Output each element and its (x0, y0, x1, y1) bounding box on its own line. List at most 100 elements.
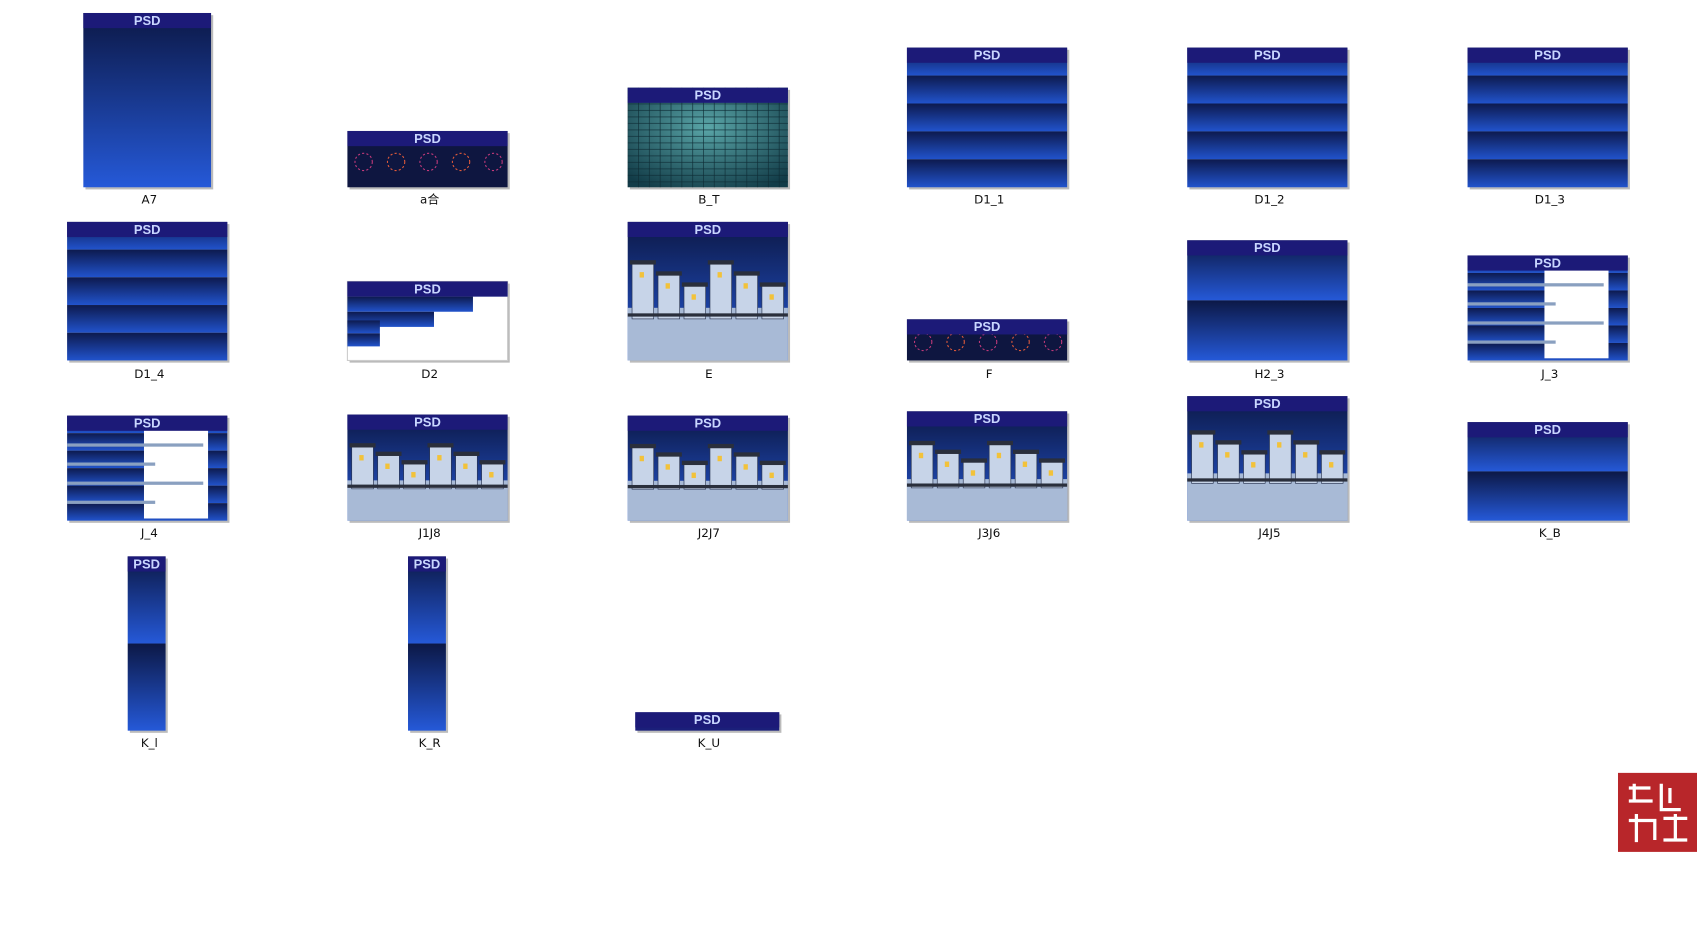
file-item[interactable]: PSD K_l (127, 556, 168, 750)
roof (375, 451, 402, 456)
window (639, 272, 644, 278)
file-item[interactable]: PSD J1J8 (347, 414, 510, 540)
house (709, 263, 732, 320)
badge-bg (1467, 255, 1628, 271)
window (691, 472, 696, 479)
psd-badge: PSD (694, 416, 721, 431)
badge-bg (347, 414, 508, 430)
file-name: J3J6 (977, 526, 1000, 540)
roof (733, 271, 760, 276)
file-item[interactable]: PSD K_U (635, 712, 782, 750)
house (631, 263, 655, 320)
file-item[interactable]: PSD J2J7 (627, 416, 791, 540)
window (691, 294, 696, 300)
file-item[interactable]: PSD D1_3 (1467, 48, 1630, 207)
file-name: H2_3 (1254, 367, 1284, 381)
stripe (1467, 159, 1628, 188)
file-item[interactable]: PSD J_4 (67, 416, 230, 540)
thumb-bg (408, 643, 446, 731)
badge-bg (635, 712, 780, 728)
file-item[interactable]: PSD K_R (408, 556, 449, 750)
eave (1187, 478, 1348, 482)
window (665, 283, 670, 289)
badge-bg (627, 87, 788, 103)
house (377, 454, 400, 490)
file-item[interactable]: PSD B_T (627, 87, 791, 207)
ledge (1467, 283, 1604, 287)
window (665, 464, 670, 470)
window (385, 463, 390, 469)
watermark (1617, 772, 1697, 852)
house (657, 455, 680, 490)
psd-badge: PSD (133, 556, 160, 571)
stripe (1187, 131, 1348, 160)
roof (629, 260, 656, 265)
stripe (67, 332, 228, 361)
house (988, 443, 1012, 489)
house (910, 443, 934, 489)
ledge (67, 481, 204, 485)
badge-bg (906, 411, 1068, 427)
window (1048, 470, 1054, 476)
bar (347, 333, 380, 347)
file-name: E (705, 367, 713, 381)
psd-badge: PSD (414, 556, 441, 571)
ledge (67, 443, 204, 447)
badge-bg (127, 556, 166, 572)
file-item[interactable]: PSD K_B (1467, 422, 1630, 540)
file-item[interactable]: PSD J_3 (1467, 255, 1630, 381)
psd-badge: PSD (1254, 240, 1281, 255)
file-item[interactable]: PSD A7 (83, 12, 214, 207)
file-item[interactable]: PSD F (906, 319, 1070, 381)
badge-bg (1187, 396, 1348, 412)
window (639, 455, 644, 462)
badge-bg (1467, 422, 1628, 438)
window (996, 452, 1002, 459)
window (717, 455, 722, 462)
file-item[interactable]: PSD D1_1 (906, 47, 1070, 207)
window (717, 272, 722, 278)
stripe (1187, 159, 1348, 188)
file-item[interactable]: PSD J4J5 (1187, 396, 1350, 540)
file-name: K_l (141, 736, 158, 750)
file-name: D1_3 (1535, 193, 1565, 207)
file-item[interactable]: PSD D1_4 (67, 222, 230, 381)
psd-badge: PSD (974, 411, 1001, 426)
stripe (1467, 75, 1628, 104)
firework (484, 152, 503, 172)
stripe (906, 159, 1068, 188)
file-item[interactable]: PSD J3J6 (906, 411, 1070, 540)
window (489, 472, 494, 478)
thumb-bg (83, 12, 212, 188)
house (709, 446, 732, 490)
roof (453, 451, 480, 456)
file-name: J_4 (140, 526, 158, 540)
file-item[interactable]: PSD H2_3 (1187, 240, 1350, 381)
ledge (67, 500, 156, 504)
file-item[interactable]: PSD D2 (346, 280, 510, 381)
firework (386, 152, 406, 172)
file-item[interactable]: PSD D1_2 (1187, 48, 1350, 207)
psd-badge: PSD (414, 131, 441, 146)
roof (1293, 440, 1320, 445)
psd-badge: PSD (1534, 255, 1561, 270)
roof (629, 443, 656, 449)
file-item[interactable]: PSD E (627, 222, 791, 381)
roof (733, 452, 760, 457)
eave (347, 484, 508, 488)
house (1014, 452, 1038, 489)
window (769, 294, 774, 300)
house (351, 446, 374, 490)
psd-badge: PSD (694, 88, 721, 103)
firework (419, 152, 438, 172)
file-item[interactable]: PSD a合 (347, 131, 510, 207)
window (1225, 452, 1230, 458)
thumb-bg (1467, 471, 1628, 521)
file-name: K_U (698, 736, 720, 750)
roof (987, 440, 1014, 446)
badge-bg (906, 47, 1068, 63)
psd-badge: PSD (1534, 422, 1561, 437)
eave (906, 483, 1068, 487)
file-name: J1J8 (418, 526, 441, 540)
psd-badge: PSD (974, 319, 1001, 334)
